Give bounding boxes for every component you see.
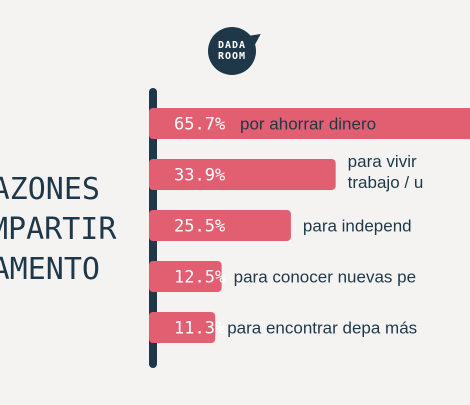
bar bbox=[149, 108, 470, 139]
bar-category-label: para conocer nuevas pe bbox=[234, 268, 416, 287]
bar-group: 25.5% para independ bbox=[149, 210, 412, 241]
bar-group: 11.3% para encontrar depa más bbox=[149, 312, 417, 343]
bar-category-label: por ahorrar dinero bbox=[240, 115, 376, 134]
bar-category-label: para independ bbox=[303, 217, 412, 236]
logo-text-bottom: ROOM bbox=[217, 51, 247, 62]
logo-badge: DADA ROOM bbox=[208, 27, 256, 75]
bar-value-label: 12.5% bbox=[174, 268, 225, 288]
bar-category-label: trabajo / u bbox=[348, 173, 424, 192]
logo-text-top: DADA bbox=[217, 40, 247, 51]
bar-category-label: para vivir bbox=[348, 152, 417, 171]
bar-value-label: 11.3% bbox=[174, 319, 225, 339]
bar-value-label: 65.7% bbox=[174, 115, 225, 135]
title-line-3: AMENTO bbox=[0, 252, 100, 287]
bar-value-label: 25.5% bbox=[174, 217, 225, 237]
bar-group: 33.9% para vivir trabajo / u bbox=[149, 152, 423, 192]
logo: DADA ROOM bbox=[208, 27, 265, 75]
bar-group: 65.7% por ahorrar dinero bbox=[149, 108, 470, 139]
title-line-1: AZONES bbox=[0, 172, 100, 207]
title-line-2: MPARTIR bbox=[0, 212, 117, 247]
bar-value-label: 33.9% bbox=[174, 166, 225, 186]
bar-group: 12.5% para conocer nuevas pe bbox=[149, 261, 416, 292]
bar bbox=[149, 159, 336, 190]
bar bbox=[149, 261, 222, 292]
chart-title: AZONES MPARTIR AMENTO bbox=[0, 170, 117, 290]
bar-category-label: para encontrar depa más bbox=[227, 319, 417, 338]
bar bbox=[149, 210, 291, 241]
bar bbox=[149, 312, 216, 343]
